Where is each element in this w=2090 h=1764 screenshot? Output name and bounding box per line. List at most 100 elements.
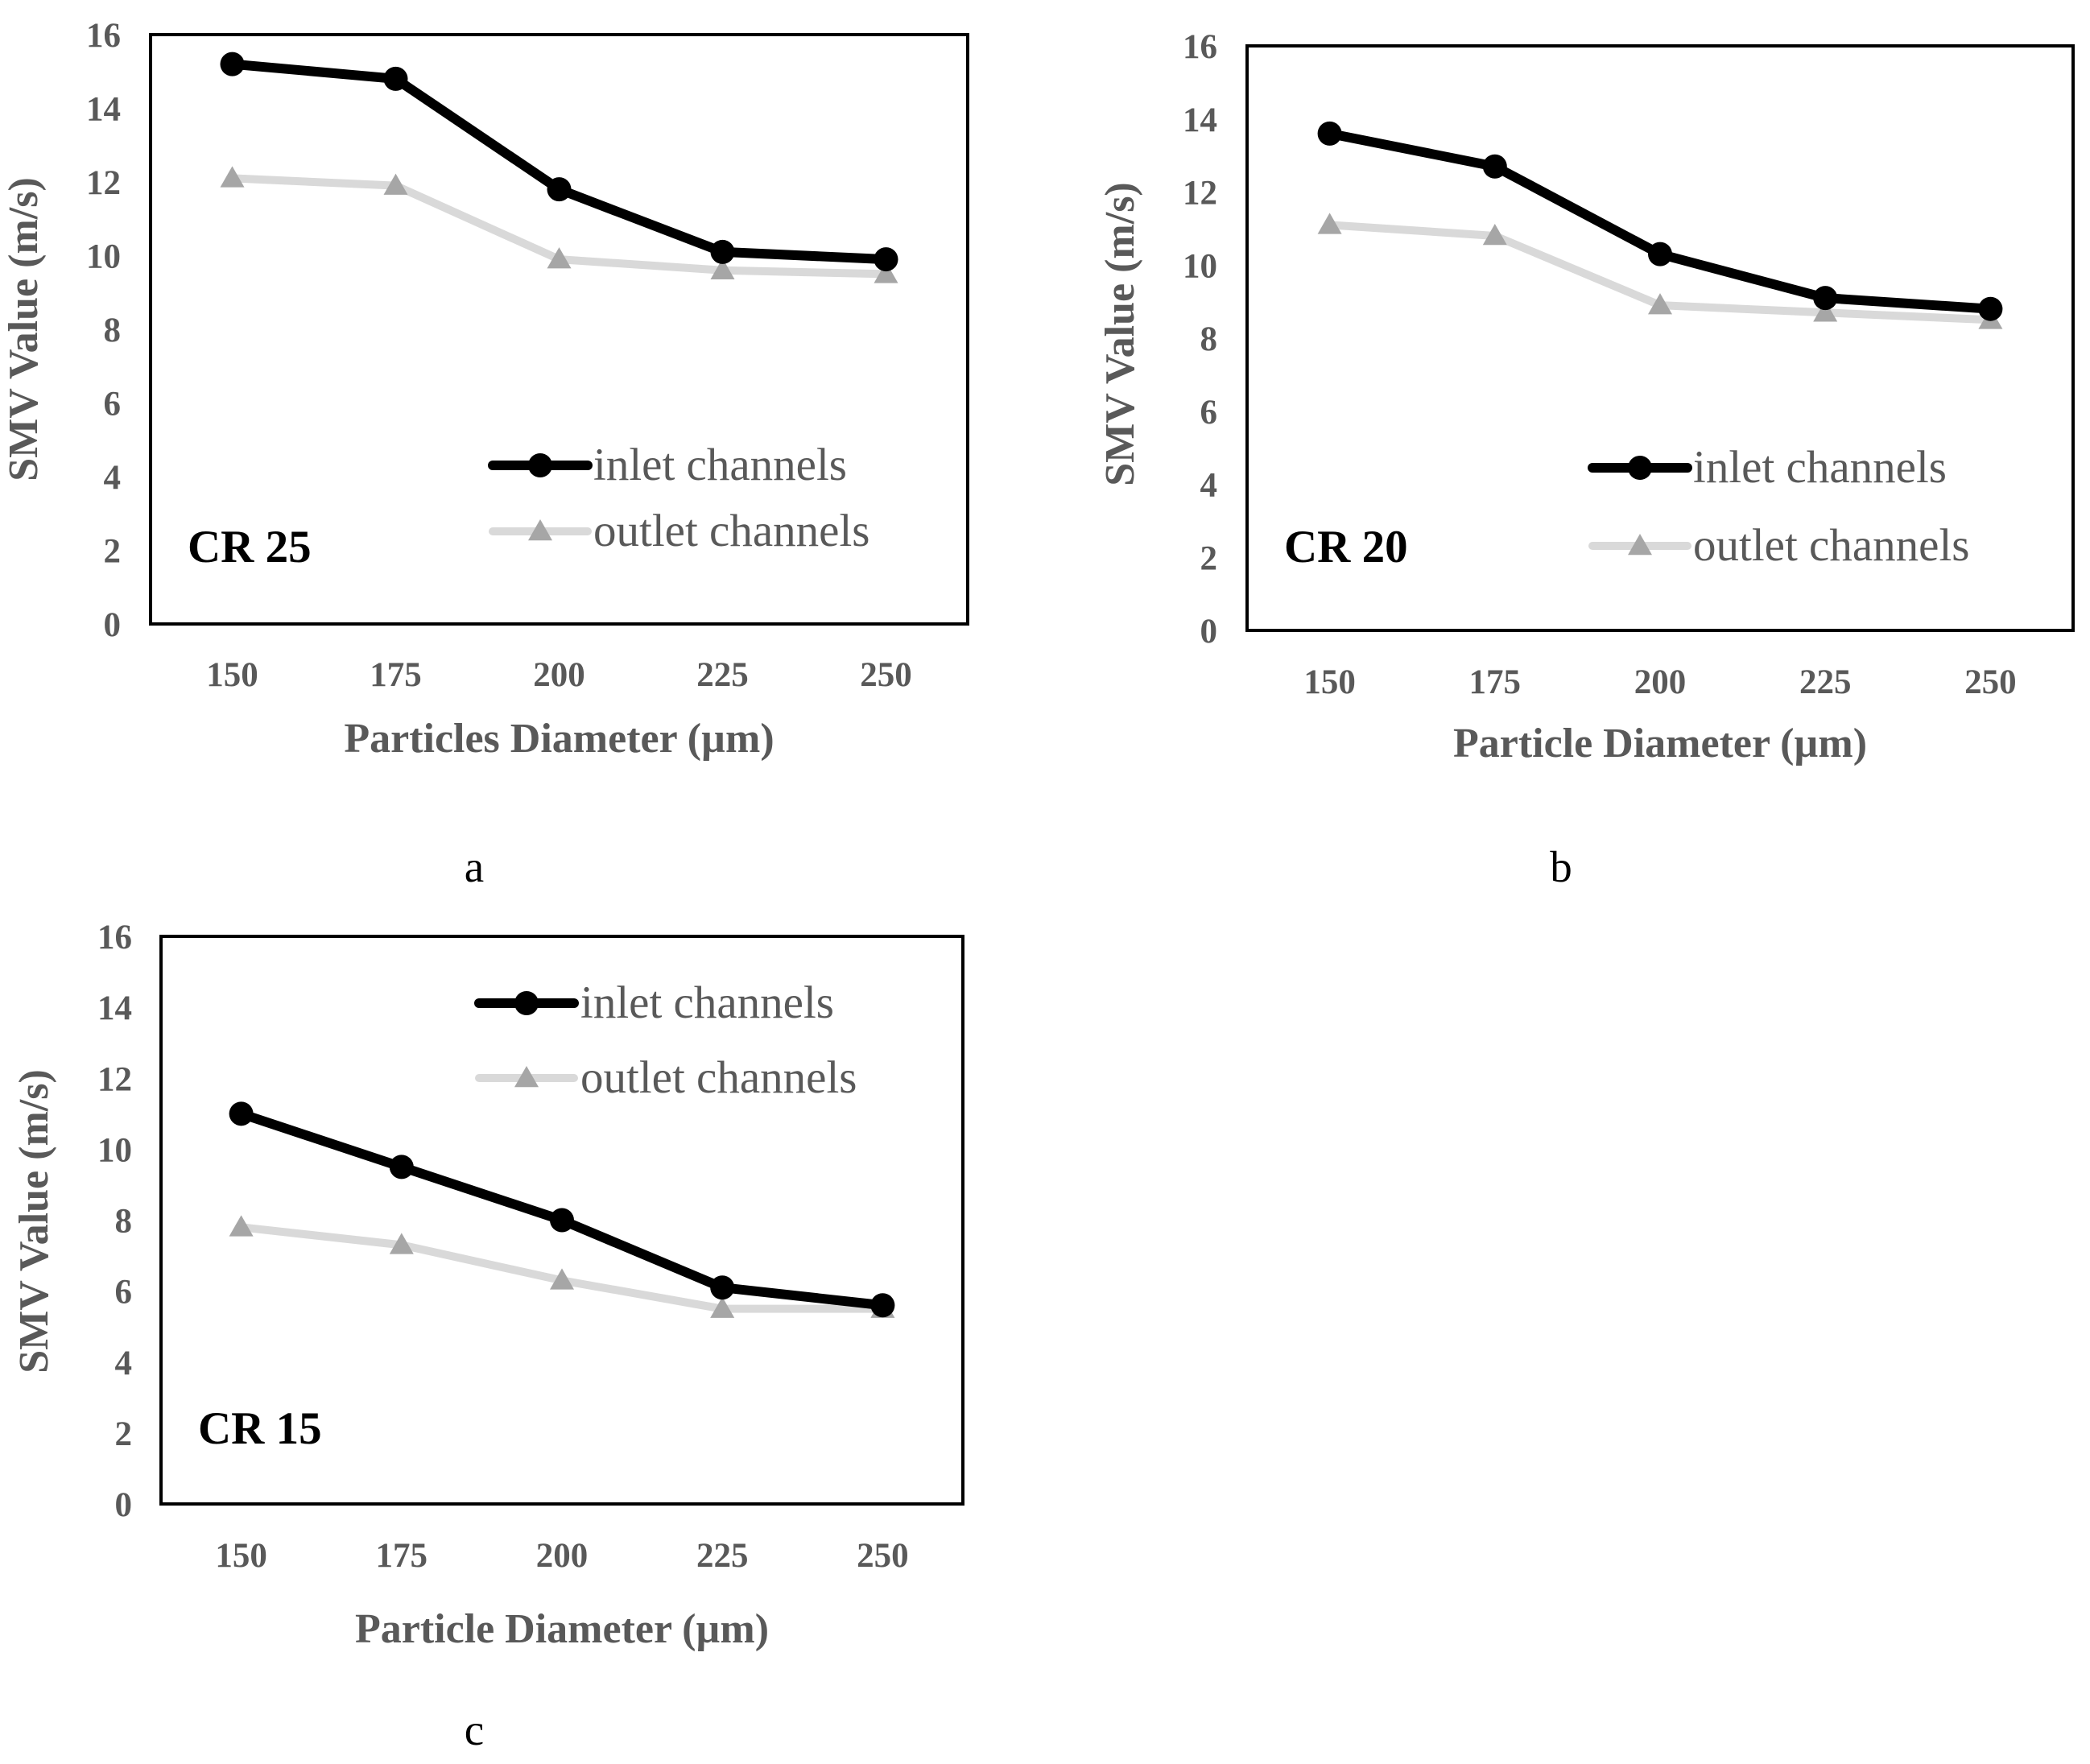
chart-panel-c: 0 2 4 6 8 10 12 14 16 150 175 200 225 250 Particle Dia… [11, 919, 964, 1652]
y-tick-label: 16 [97, 919, 132, 956]
panel-annotation: CR 20 [1284, 522, 1408, 572]
x-tick-label: 250 [1964, 663, 2017, 701]
y-tick-label: 16 [1183, 28, 1217, 66]
x-tick-label: 175 [1469, 663, 1522, 701]
y-tick-label: 8 [1200, 320, 1218, 358]
x-tick-label: 200 [1634, 663, 1687, 701]
data-point-outlet [1317, 213, 1342, 234]
x-tick-label: 150 [1303, 663, 1356, 701]
y-tick-label: 8 [104, 312, 122, 349]
y-tick-label: 12 [1183, 175, 1217, 213]
data-point-inlet [1317, 121, 1342, 146]
panel-caption-c: c [465, 1705, 484, 1754]
y-axis-title: SMV Value (m/s) [1, 177, 47, 481]
data-point-outlet [1648, 293, 1672, 315]
data-point-inlet [389, 1155, 414, 1179]
y-tick-label: 4 [115, 1345, 133, 1382]
panel-annotation: CR 15 [198, 1403, 322, 1454]
legend-marker-inlet [514, 991, 539, 1015]
y-tick-label: 6 [1200, 394, 1218, 432]
legend-label-outlet: outlet channels [593, 506, 869, 556]
data-point-outlet [220, 166, 245, 188]
y-tick-label: 14 [86, 91, 121, 129]
y-tick-label: 10 [97, 1131, 132, 1169]
legend: inlet channels outlet channels [474, 977, 857, 1103]
data-point-inlet [229, 1101, 254, 1126]
y-axis-title: SMV Value (m/s) [1097, 182, 1143, 486]
data-point-inlet [710, 1275, 735, 1300]
data-point-outlet [1482, 223, 1507, 246]
data-point-inlet [1813, 286, 1838, 311]
legend-label-outlet: outlet channels [580, 1052, 857, 1103]
legend-marker-outlet [1628, 534, 1652, 556]
y-tick-label: 16 [86, 17, 121, 55]
x-tick-label: 225 [696, 1537, 749, 1575]
panel-caption-b: b [1550, 842, 1572, 891]
data-point-inlet [383, 66, 408, 91]
data-point-inlet [870, 1293, 895, 1318]
x-tick-label: 225 [1799, 663, 1852, 701]
data-point-outlet [229, 1215, 254, 1237]
x-tick-label: 250 [860, 656, 912, 694]
legend-label-inlet: inlet channels [1693, 442, 1947, 493]
data-point-inlet [547, 177, 572, 202]
y-tick-label: 12 [97, 1060, 132, 1098]
legend-marker-outlet [514, 1066, 539, 1088]
x-tick-label: 150 [206, 656, 258, 694]
y-tick-label: 14 [1183, 101, 1217, 139]
data-point-outlet [1813, 300, 1838, 322]
data-point-inlet [710, 239, 735, 264]
data-point-inlet [220, 52, 245, 76]
y-tick-label: 12 [86, 164, 121, 202]
data-point-inlet [1482, 154, 1507, 179]
legend: inlet channels outlet channels [488, 440, 869, 556]
y-tick-label: 0 [104, 606, 122, 644]
legend-label-outlet: outlet channels [1693, 520, 1969, 571]
data-point-outlet [389, 1233, 414, 1254]
data-point-outlet [710, 1296, 735, 1318]
panel-caption-a: a [465, 842, 484, 891]
x-axis-title: Particle Diameter (µm) [355, 1606, 769, 1652]
y-tick-label: 14 [97, 989, 132, 1027]
chart-panel-b: 0 2 4 6 8 10 12 14 16 150 175 200 225 250 Particle Dia… [1097, 28, 2075, 766]
plot-area-frame [149, 33, 969, 626]
data-point-outlet [874, 262, 898, 283]
y-tick-label: 6 [104, 386, 122, 423]
data-point-outlet [547, 247, 572, 269]
y-tick-label: 0 [1200, 613, 1218, 651]
x-tick-label: 225 [696, 656, 749, 694]
x-tick-label: 175 [376, 1537, 428, 1575]
x-tick-label: 250 [857, 1537, 909, 1575]
legend: inlet channels outlet channels [1588, 442, 1969, 571]
y-tick-label: 2 [115, 1415, 133, 1453]
y-axis-title: SMV Value (m/s) [11, 1069, 57, 1374]
data-point-outlet [710, 258, 735, 280]
data-point-inlet [550, 1208, 574, 1233]
y-tick-label: 0 [115, 1486, 133, 1524]
y-tick-label: 4 [104, 459, 122, 497]
legend-label-inlet: inlet channels [593, 440, 847, 490]
data-point-outlet [383, 173, 408, 195]
chart-panel-a: 0 2 4 6 8 10 12 14 16 150 175 200 225 250 Particles Di… [1, 17, 969, 762]
x-tick-label: 200 [533, 656, 585, 694]
legend-marker-inlet [1628, 456, 1652, 480]
y-tick-label: 10 [1183, 247, 1217, 285]
x-tick-label: 175 [370, 656, 422, 694]
y-tick-label: 2 [104, 533, 122, 571]
panel-annotation: CR 25 [188, 522, 312, 572]
y-tick-label: 10 [86, 238, 121, 276]
data-point-inlet [874, 247, 898, 272]
x-axis-title: Particles Diameter (µm) [344, 716, 774, 762]
y-tick-label: 2 [1200, 539, 1218, 577]
y-tick-label: 8 [115, 1203, 133, 1241]
x-tick-label: 150 [215, 1537, 267, 1575]
y-tick-label: 4 [1200, 467, 1218, 505]
data-point-outlet [550, 1268, 574, 1290]
x-tick-label: 200 [536, 1537, 589, 1575]
legend-marker-inlet [528, 453, 552, 477]
legend-marker-outlet [528, 519, 552, 541]
y-tick-label: 6 [115, 1274, 133, 1312]
data-point-inlet [1648, 242, 1672, 266]
x-axis-title: Particle Diameter (µm) [1453, 721, 1867, 766]
